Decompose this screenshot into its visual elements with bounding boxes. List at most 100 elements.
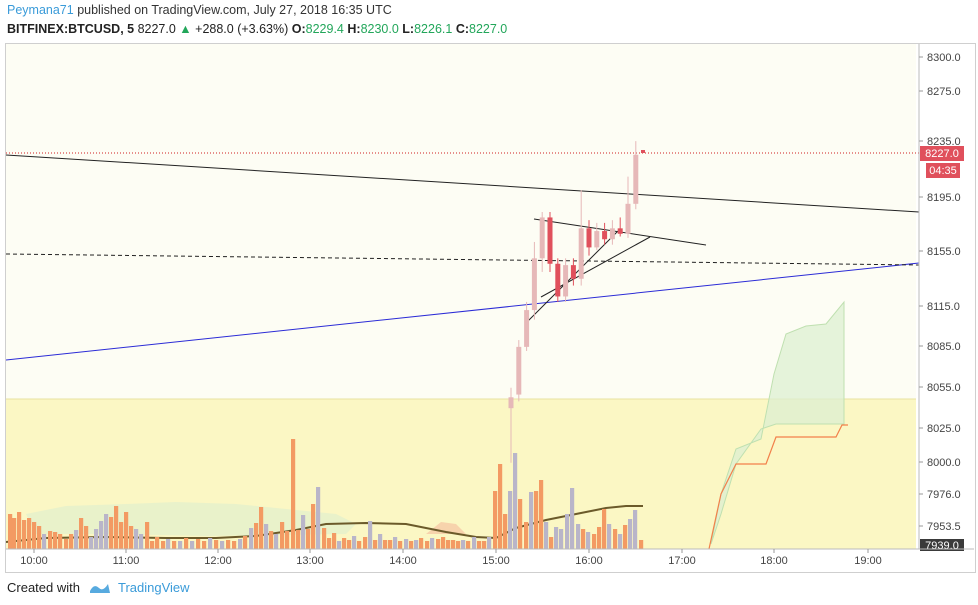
volume-bar	[94, 529, 99, 549]
price-label: 8055.0	[927, 382, 961, 394]
volume-bar	[404, 539, 409, 549]
volume-bar	[134, 529, 139, 549]
candle-body[interactable]	[602, 231, 608, 240]
price-labels: 8300.0 8275.0 8235.0 8195.0 8155.0 8115.0 8085…	[919, 52, 961, 533]
volume-bar	[74, 530, 79, 549]
volume-bar	[27, 518, 32, 549]
volume-bar	[441, 537, 446, 549]
time-label: 18:00	[760, 555, 788, 567]
candle-body[interactable]	[555, 263, 561, 297]
price-label: 8275.0	[927, 86, 961, 98]
chart-background	[6, 44, 916, 399]
candle-body[interactable]	[617, 228, 623, 234]
volume-bar	[592, 534, 597, 549]
cloud-lower-line	[708, 424, 848, 550]
volume-bar	[243, 536, 248, 549]
support-trendline[interactable]	[6, 262, 920, 361]
resistance-trendline[interactable]	[6, 154, 920, 213]
volume-bar	[436, 539, 441, 549]
volume-bar	[342, 538, 347, 549]
price-label: 8300.0	[927, 52, 961, 64]
high-label: H:	[347, 22, 361, 36]
volume-bar	[466, 541, 471, 549]
volume-bar	[311, 504, 316, 549]
price-chart[interactable]: 8300.0 8275.0 8235.0 8195.0 8155.0 8115.0 8085…	[6, 44, 974, 570]
volume-bar	[570, 488, 575, 549]
volume-bar	[503, 514, 508, 549]
low-value: 8226.1	[414, 22, 453, 36]
volume-bar	[64, 539, 69, 549]
candle-body[interactable]	[539, 217, 545, 259]
dashed-level-line[interactable]	[6, 253, 920, 266]
volume-bar	[109, 517, 114, 549]
volume-bar	[124, 512, 129, 549]
volume-bar	[238, 539, 243, 549]
current-price-tag-text: 8227.0	[925, 148, 959, 160]
countdown-tag-text: 04:35	[929, 165, 957, 177]
volume-bar	[554, 527, 559, 549]
volume-bar	[12, 518, 17, 549]
volume-bar	[249, 528, 254, 549]
candle-body[interactable]	[547, 217, 553, 264]
price-scale[interactable]	[919, 44, 974, 549]
open-label: O:	[291, 22, 306, 36]
volume-bar	[586, 532, 591, 549]
volume-bar	[539, 480, 544, 549]
time-label: 16:00	[575, 555, 603, 567]
candle-body[interactable]	[524, 310, 530, 347]
bottom-price-tag	[920, 539, 964, 551]
candle-body[interactable]	[625, 203, 631, 234]
publish-info: Peymana71 published on TradingView.com, …	[7, 3, 392, 17]
volume-bar	[220, 541, 225, 549]
candle-body[interactable]	[531, 258, 537, 311]
volume-bar	[32, 522, 37, 549]
candle-body[interactable]	[594, 231, 600, 248]
volume-bar	[477, 541, 482, 549]
candle-body[interactable]	[570, 265, 576, 279]
volume-bar	[155, 537, 160, 549]
volume-bar	[559, 529, 564, 549]
symbol-label: BITFINEX:BTCUSD, 5	[7, 22, 135, 36]
volume-bar	[337, 541, 342, 549]
candle-body[interactable]	[609, 228, 615, 240]
volume-bar	[99, 521, 104, 549]
high-value: 8230.0	[360, 22, 399, 36]
volume-bar	[633, 510, 638, 549]
volume-bar	[150, 541, 155, 549]
candle-body[interactable]	[633, 154, 639, 204]
volume-bar	[139, 534, 144, 549]
volume-bar	[352, 536, 357, 549]
volume-bar	[280, 522, 285, 549]
volume-bar	[264, 524, 269, 549]
tradingview-brand-link[interactable]: TradingView	[117, 580, 190, 595]
volume-bar	[259, 507, 264, 549]
price-label: 7976.0	[927, 489, 961, 501]
volume-bar	[84, 526, 89, 549]
volume-bar	[214, 540, 219, 549]
volume-bar	[508, 491, 513, 549]
candle-body[interactable]	[508, 397, 514, 409]
volume-bar	[518, 499, 523, 549]
candle-body[interactable]	[578, 228, 584, 279]
volume-bar	[409, 541, 414, 549]
volume-bar	[388, 540, 393, 549]
published-text: published on TradingView.com, July 27, 2…	[77, 3, 392, 17]
tradingview-logo-icon[interactable]	[88, 581, 112, 595]
volume-bar	[419, 538, 424, 549]
price-label: 8195.0	[927, 192, 961, 204]
candle-body[interactable]	[516, 346, 522, 395]
time-axis[interactable]: 10:00 11:00 12:00 13:00 14:00 15:00 16:00 17:00…	[20, 549, 882, 567]
footer: Created with TradingView	[7, 580, 190, 595]
price-label: 8085.0	[927, 341, 961, 353]
close-value: 8227.0	[469, 22, 508, 36]
volume-bar	[534, 491, 539, 549]
author-link[interactable]: Peymana71	[7, 3, 74, 17]
volume-bar	[597, 527, 602, 549]
time-label: 17:00	[668, 555, 696, 567]
candle-body[interactable]	[563, 265, 569, 297]
countdown-tag	[926, 163, 960, 178]
volume-bar	[639, 540, 644, 549]
candle-body[interactable]	[586, 228, 592, 248]
time-label: 10:00	[20, 555, 48, 567]
time-label: 14:00	[389, 555, 417, 567]
